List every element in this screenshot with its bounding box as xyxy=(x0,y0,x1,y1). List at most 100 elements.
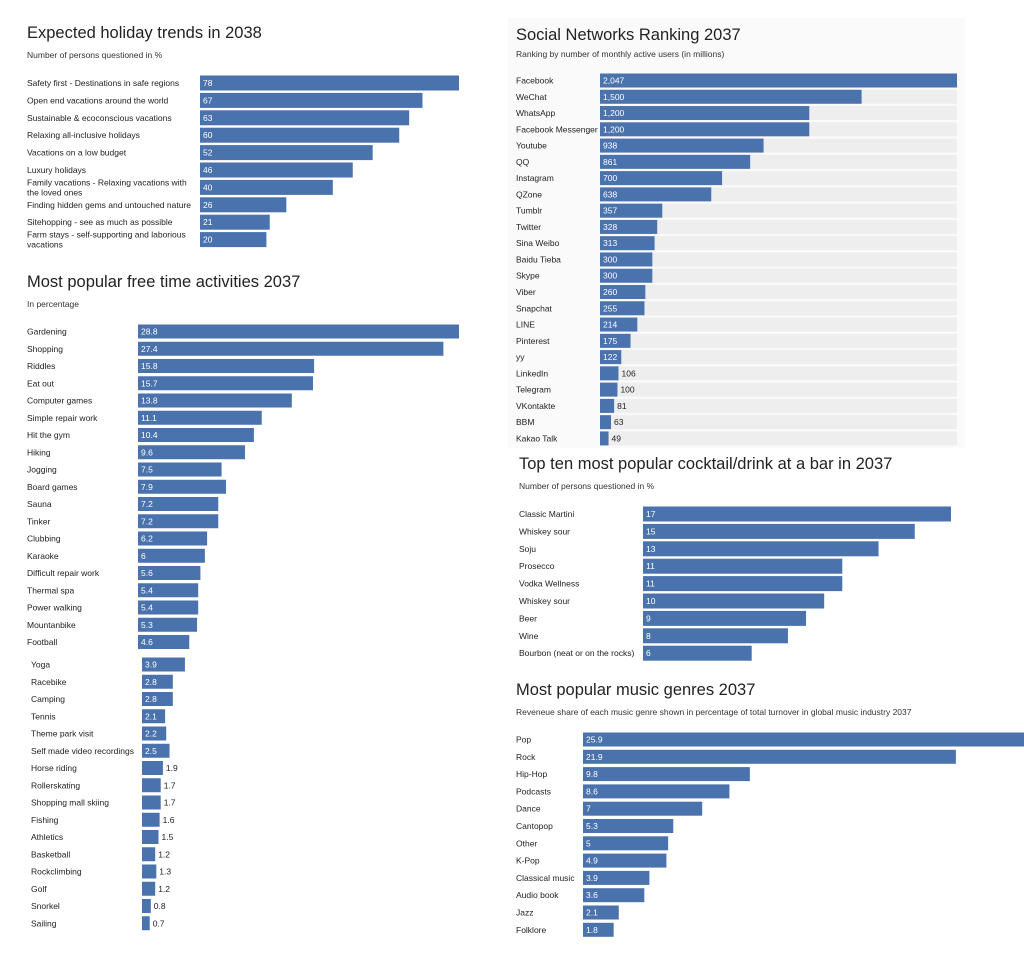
value-label: 15.7 xyxy=(141,378,158,388)
bar xyxy=(138,635,190,649)
chart-title: Social Networks Ranking 2037 xyxy=(516,26,741,44)
bar-row: Bourbon (neat or on the rocks) 6 xyxy=(519,645,752,661)
bar-row: Facebook 2,047 xyxy=(516,73,957,88)
category-label: Yoga xyxy=(31,660,50,670)
bar xyxy=(142,761,163,775)
category-label: Sustainable & ecoconscious vacations xyxy=(27,113,172,123)
value-label: 81 xyxy=(617,401,627,411)
value-label: 1,500 xyxy=(603,92,625,102)
category-label: WhatsApp xyxy=(516,108,555,118)
bar-row: Sailing 0.7 xyxy=(31,916,165,931)
bar-row: Classical music 3.9 xyxy=(516,870,650,885)
bar xyxy=(138,548,205,563)
value-label: 40 xyxy=(203,182,213,192)
bar xyxy=(138,410,262,425)
bar-row: Skype 300 xyxy=(516,268,957,283)
bar-row: WhatsApp 1,200 xyxy=(516,106,957,121)
value-label: 0.7 xyxy=(153,918,165,928)
bar-track xyxy=(600,398,957,413)
bar-track xyxy=(600,366,957,381)
bar-row: Sina Weibo 313 xyxy=(516,236,957,251)
bar-row: Relaxing all-inclusive holidays 60 xyxy=(27,127,400,143)
bar xyxy=(138,462,222,477)
category-label: Twitter xyxy=(516,222,541,232)
category-label: Karaoke xyxy=(27,551,59,561)
bar-row: Sitehopping - see as much as possible 21 xyxy=(27,214,270,230)
value-label: 1.9 xyxy=(166,763,178,773)
bar xyxy=(600,366,619,381)
bar-row: WeChat 1,500 xyxy=(516,89,957,104)
category-label: Hip-Hop xyxy=(516,769,547,779)
bar-row: Folklore 1.8 xyxy=(516,922,614,937)
category-label: Basketball xyxy=(31,849,70,859)
category-label: Podcasts xyxy=(516,786,551,796)
bar xyxy=(600,268,653,283)
bar xyxy=(643,610,807,626)
bar-row: Instagram 700 xyxy=(516,171,957,186)
value-label: 5 xyxy=(586,838,591,848)
bar-row: Riddles 15.8 xyxy=(27,359,315,373)
value-label: 6 xyxy=(646,648,651,658)
value-label: 357 xyxy=(603,206,617,216)
category-label: Skype xyxy=(516,271,540,281)
bar xyxy=(600,203,663,218)
bar xyxy=(142,916,150,931)
bar-row: Eat out 15.7 xyxy=(27,376,313,391)
bar xyxy=(138,497,219,511)
chart-title: Most popular music genres 2037 xyxy=(516,681,756,699)
category-label: Racebike xyxy=(31,677,67,687)
bar-row: Tennis 2.1 xyxy=(31,709,166,724)
bar-row: Karaoke 6 xyxy=(27,548,205,563)
category-label: Whiskey sour xyxy=(519,596,570,606)
category-label: Kakao Talk xyxy=(516,433,558,443)
category-label: Facebook xyxy=(516,76,554,86)
bar-row: Snapchat 255 xyxy=(516,301,957,316)
bar-track xyxy=(600,268,957,283)
category-label: QQ xyxy=(516,157,530,167)
chart-subtitle: Number of persons questioned in % xyxy=(519,481,655,491)
bar-track xyxy=(600,317,957,332)
category-label: Sitehopping - see as much as possible xyxy=(27,217,173,227)
bar-row: Jazz 2.1 xyxy=(516,905,619,920)
category-label: Luxury holidays xyxy=(27,165,86,175)
value-label: 2.5 xyxy=(145,746,157,756)
category-label: Whiskey sour xyxy=(519,526,570,536)
value-label: 1.6 xyxy=(163,815,175,825)
bar-row: Computer games 13.8 xyxy=(27,393,292,408)
bar xyxy=(142,830,159,844)
value-label: 1.3 xyxy=(159,867,171,877)
value-label: 6 xyxy=(141,551,146,561)
bar-row: Difficult repair work 5.6 xyxy=(27,566,201,580)
value-label: 0.8 xyxy=(154,901,166,911)
bar-row: Thermal spa 5.4 xyxy=(27,583,199,598)
value-label: 938 xyxy=(603,141,617,151)
category-label: Hiking xyxy=(27,447,51,457)
value-label: 67 xyxy=(203,95,213,105)
bar xyxy=(200,162,353,178)
value-label: 7.2 xyxy=(141,516,153,526)
category-label: LINE xyxy=(516,320,535,330)
bar-row: Hiking 9.6 xyxy=(27,445,245,460)
bar-row: K-Pop 4.9 xyxy=(516,853,667,868)
value-label: 260 xyxy=(603,287,617,297)
bar-row: Dance 7 xyxy=(516,801,703,816)
bar xyxy=(643,645,752,661)
value-label: 5.6 xyxy=(141,568,153,578)
value-label: 7.2 xyxy=(141,499,153,509)
value-label: 27.4 xyxy=(141,344,158,354)
bar xyxy=(600,171,723,186)
bar-row: Tumblr 357 xyxy=(516,203,957,218)
category-label: Jazz xyxy=(516,908,533,918)
value-label: 13.8 xyxy=(141,396,158,406)
category-label: Rockclimbing xyxy=(31,867,82,877)
category-label: Rock xyxy=(516,752,536,762)
value-label: 1.7 xyxy=(164,780,176,790)
bar xyxy=(200,179,333,195)
bar-row: Sauna 7.2 xyxy=(27,497,219,511)
bar xyxy=(138,514,219,529)
bar-row: Family vacations - Relaxing vacations wi… xyxy=(27,177,333,197)
value-label: 5.4 xyxy=(141,603,153,613)
value-label: 1.2 xyxy=(158,884,170,894)
bar-row: Vodka Wellness 11 xyxy=(519,576,843,592)
